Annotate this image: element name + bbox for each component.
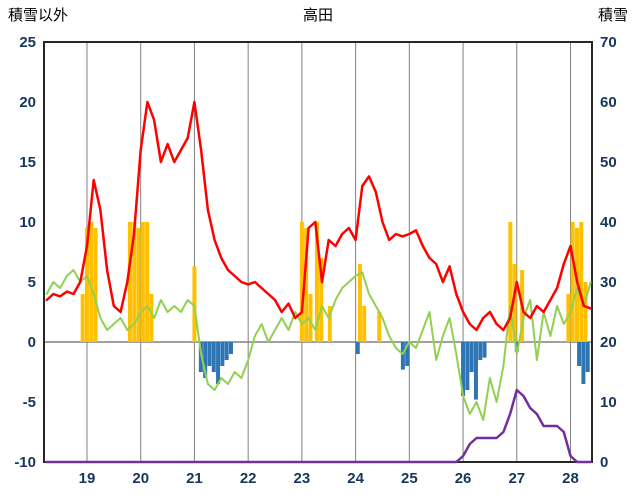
y-right-tick-label: 50 bbox=[600, 154, 617, 171]
y-left-tick-label: -10 bbox=[14, 454, 36, 471]
orange-bars-bar bbox=[570, 222, 575, 342]
y-left-tick-label: 10 bbox=[19, 214, 36, 231]
orange-bars-bar bbox=[127, 222, 132, 342]
orange-bars-bar bbox=[89, 222, 94, 342]
orange-bars-bar bbox=[327, 306, 332, 342]
blue-bars-bar bbox=[585, 342, 590, 372]
orange-bars-bar bbox=[304, 228, 309, 342]
y-right-tick-label: 0 bbox=[600, 454, 608, 471]
blue-bars-bar bbox=[400, 342, 405, 370]
y-left-tick-label: -5 bbox=[23, 394, 36, 411]
orange-bars-bar bbox=[140, 222, 145, 342]
x-tick-label: 23 bbox=[294, 470, 311, 487]
y-right-tick-label: 20 bbox=[600, 334, 617, 351]
orange-bars-bar bbox=[319, 258, 324, 342]
y-right-tick-label: 10 bbox=[600, 394, 617, 411]
orange-bars-bar bbox=[149, 294, 154, 342]
snow-depth-purple bbox=[45, 388, 592, 464]
x-tick-label: 28 bbox=[562, 470, 579, 487]
chart-title: 高田 bbox=[302, 7, 333, 24]
blue-bars-bar bbox=[211, 342, 216, 372]
y-right-tick-label: 70 bbox=[600, 34, 617, 51]
orange-bars-bar bbox=[93, 228, 98, 342]
y-right-tick-label: 30 bbox=[600, 274, 617, 291]
blue-bars-bar bbox=[224, 342, 229, 360]
blue-bars-bar bbox=[405, 342, 410, 366]
blue-bars-bar bbox=[469, 342, 474, 372]
orange-bars-bar bbox=[357, 264, 362, 342]
y-left-tick-label: 25 bbox=[19, 34, 36, 51]
left-axis-title: 積雪以外 bbox=[8, 7, 69, 24]
orange-bars-bar bbox=[579, 222, 584, 342]
x-tick-label: 19 bbox=[79, 470, 96, 487]
y-left-tick-label: 0 bbox=[28, 334, 36, 351]
blue-bars-bar bbox=[355, 342, 360, 354]
orange-bars-bar bbox=[508, 222, 513, 342]
blue-bars-bar bbox=[216, 342, 221, 384]
blue-bars-bar bbox=[220, 342, 225, 366]
orange-bars-bar bbox=[80, 294, 85, 342]
orange-bars-bar bbox=[314, 222, 319, 342]
y-right-tick-label: 60 bbox=[600, 94, 617, 111]
x-tick-label: 27 bbox=[508, 470, 525, 487]
x-tick-label: 22 bbox=[240, 470, 257, 487]
blue-bars-bar bbox=[203, 342, 208, 378]
y-right-tick-label: 40 bbox=[600, 214, 617, 231]
orange-bars-bar bbox=[145, 222, 150, 342]
x-tick-label: 26 bbox=[455, 470, 472, 487]
blue-bars-bar bbox=[577, 342, 582, 366]
orange-bars-bar bbox=[512, 264, 517, 342]
blue-bars-bar bbox=[478, 342, 483, 360]
right-axis-title: 積雪 bbox=[597, 7, 628, 24]
orange-bars-bar bbox=[583, 282, 588, 342]
x-tick-label: 20 bbox=[132, 470, 149, 487]
y-left-tick-label: 5 bbox=[28, 274, 36, 291]
orange-bars-bar bbox=[377, 312, 382, 342]
orange-bars-bar bbox=[84, 228, 89, 342]
x-tick-label: 25 bbox=[401, 470, 418, 487]
orange-bars-bar bbox=[299, 222, 304, 342]
y-left-tick-label: 15 bbox=[19, 154, 36, 171]
orange-bars-bar bbox=[136, 228, 141, 342]
y-left-tick-label: 20 bbox=[19, 94, 36, 111]
x-tick-label: 24 bbox=[347, 470, 364, 487]
orange-bars-bar bbox=[362, 306, 367, 342]
x-tick-label: 21 bbox=[186, 470, 203, 487]
blue-bars-bar bbox=[228, 342, 233, 354]
orange-bars-bar bbox=[308, 294, 313, 342]
orange-bars-bar bbox=[566, 294, 571, 342]
orange-bars-bar bbox=[192, 266, 197, 342]
green-line bbox=[45, 269, 592, 421]
blue-bars-bar bbox=[581, 342, 586, 384]
orange-bars-bar bbox=[132, 222, 137, 342]
blue-bars-bar bbox=[465, 342, 470, 390]
blue-bars-bar bbox=[207, 342, 212, 366]
blue-bars-bar bbox=[473, 342, 478, 400]
blue-bars-bar bbox=[461, 342, 466, 396]
blue-bars-bar bbox=[482, 342, 487, 358]
red-line bbox=[45, 100, 592, 332]
